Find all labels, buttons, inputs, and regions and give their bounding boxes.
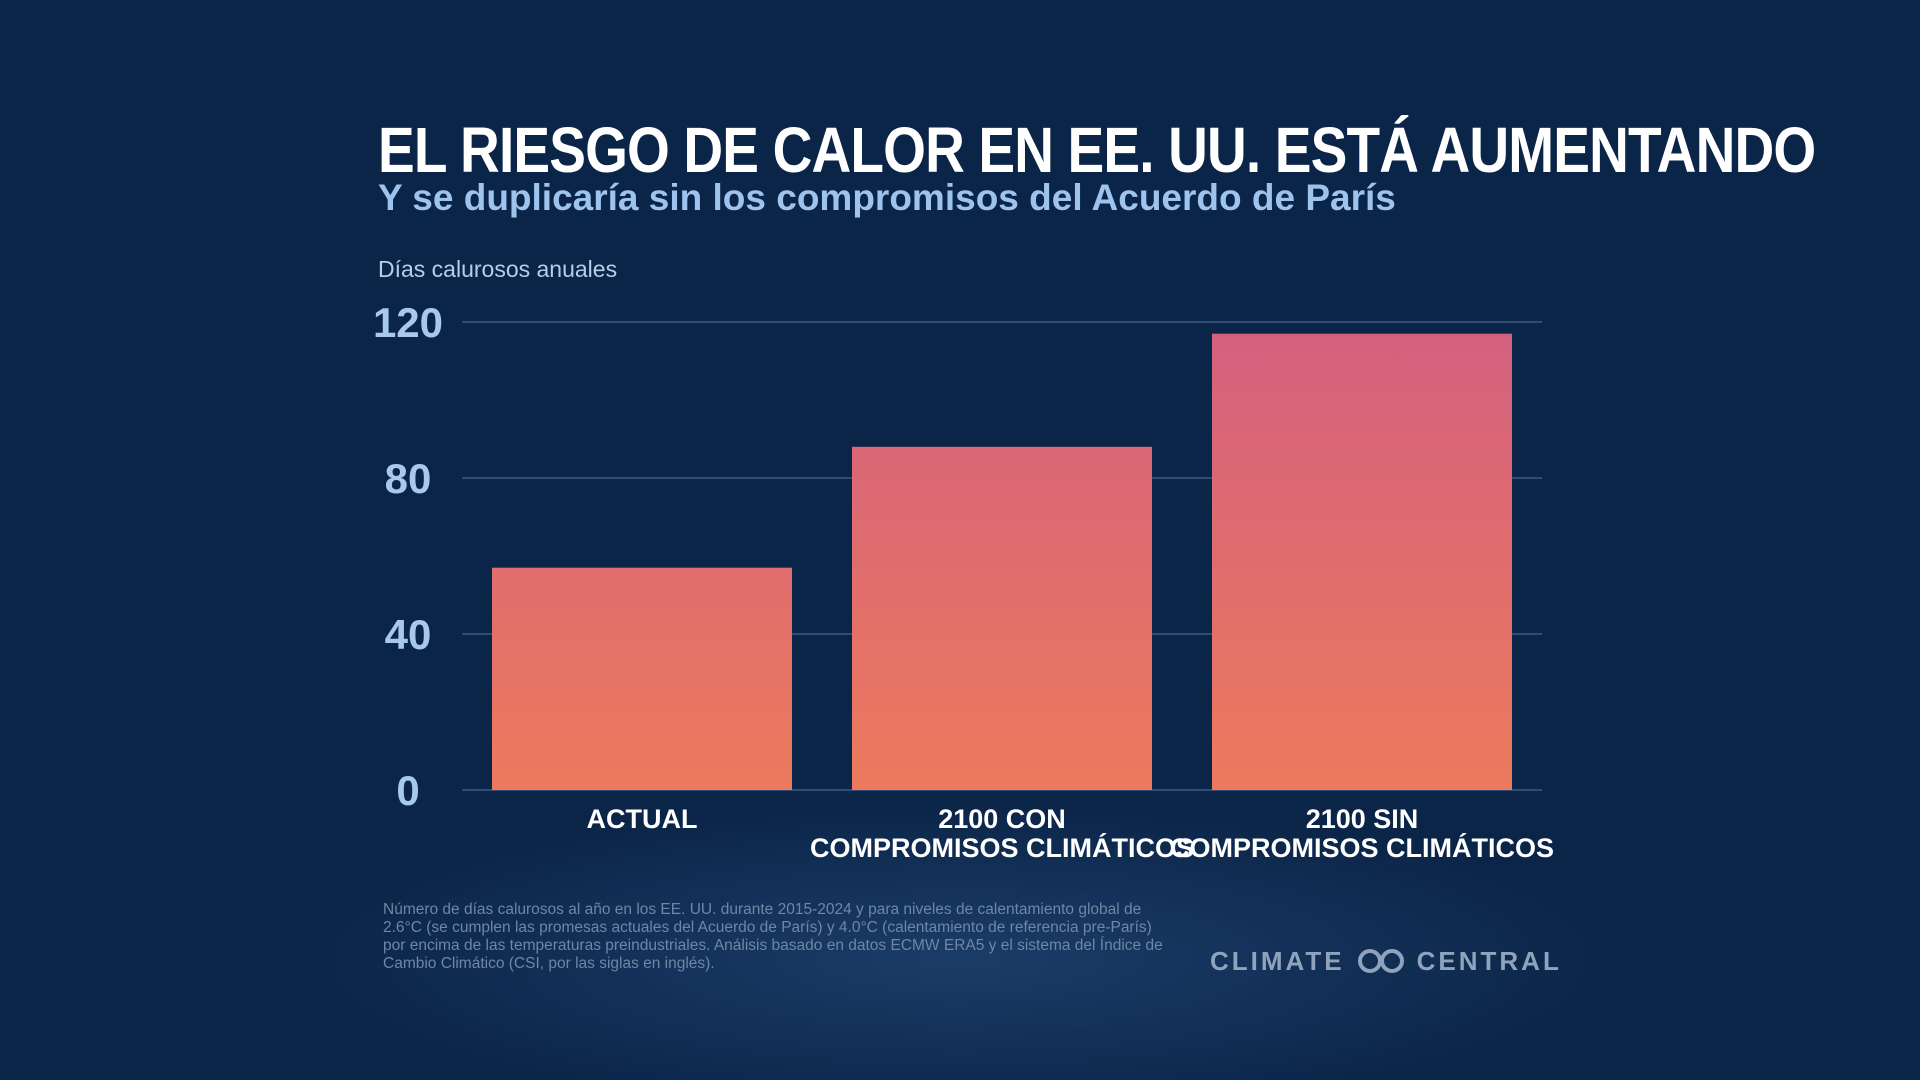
x-category-label-line: 2100 SIN	[1306, 804, 1419, 834]
chart-title: EL RIESGO DE CALOR EN EE. UU. ESTÁ AUMEN…	[378, 114, 1816, 186]
climate-central-logo-icon	[1357, 949, 1404, 973]
bar-2	[1212, 333, 1512, 790]
y-tick-labels: 0 40 80 120	[373, 299, 443, 814]
x-category-label-line: 2100 CON	[938, 804, 1066, 834]
footnote: Número de días calurosos al año en los E…	[383, 901, 1163, 972]
chart-subtitle: Y se duplicaría sin los compromisos del …	[378, 177, 1396, 218]
background-glow	[280, 800, 1640, 1080]
y-tick-label: 80	[385, 455, 432, 502]
climate-central-logo: CLIMATE CENTRAL	[1210, 943, 1562, 979]
y-tick-label: 120	[373, 299, 443, 346]
y-axis-label: Días calurosos anuales	[378, 256, 618, 282]
x-category-label: 2100 SIN COMPROMISOS CLIMÁTICOS	[1170, 804, 1554, 863]
logo-text-left: CLIMATE	[1210, 945, 1345, 976]
bar-1	[852, 446, 1152, 790]
logo-text-right: CENTRAL	[1416, 945, 1562, 976]
y-tick-label: 0	[396, 767, 419, 814]
bars	[492, 333, 1512, 790]
x-category-label: 2100 CON COMPROMISOS CLIMÁTICOS	[810, 804, 1194, 863]
y-tick-label: 40	[385, 611, 432, 658]
x-category-label-line: ACTUAL	[587, 804, 698, 834]
bar-0	[492, 567, 792, 790]
x-category-label-line: COMPROMISOS CLIMÁTICOS	[810, 832, 1194, 863]
x-category-labels: ACTUAL 2100 CON COMPROMISOS CLIMÁTICOS2100…	[587, 804, 1554, 863]
x-category-label: ACTUAL	[587, 804, 698, 834]
x-category-label-line: COMPROMISOS CLIMÁTICOS	[1170, 832, 1554, 863]
